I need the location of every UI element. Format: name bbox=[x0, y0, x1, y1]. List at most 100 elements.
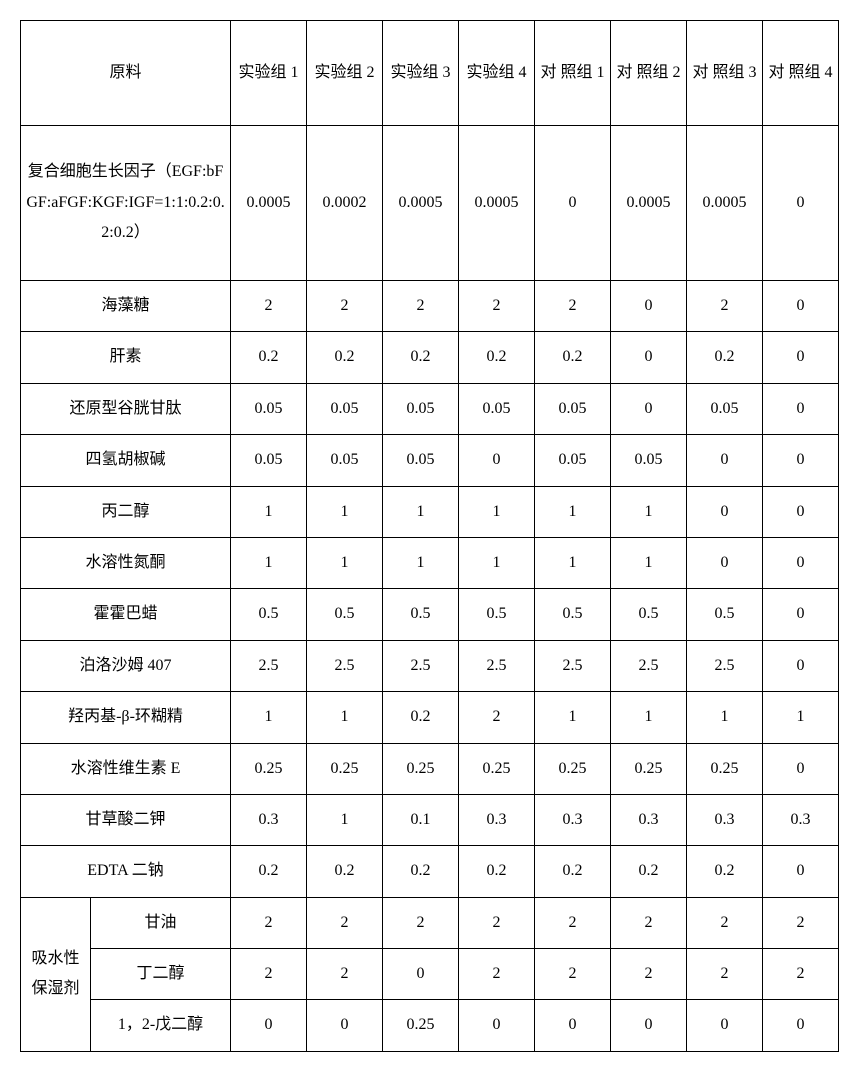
table-row: 甘草酸二钾 0.3 1 0.1 0.3 0.3 0.3 0.3 0.3 bbox=[21, 794, 839, 845]
header-material: 原料 bbox=[21, 21, 231, 126]
cell: 1 bbox=[535, 486, 611, 537]
cell: 1 bbox=[307, 537, 383, 588]
cell: 2 bbox=[763, 949, 839, 1000]
cell: 0.1 bbox=[383, 794, 459, 845]
cell: 2.5 bbox=[307, 640, 383, 691]
cell: 1 bbox=[763, 692, 839, 743]
cell: 0.5 bbox=[535, 589, 611, 640]
cell: 0.3 bbox=[687, 794, 763, 845]
cell: 0 bbox=[763, 332, 839, 383]
header-col: 对 照组 4 bbox=[763, 21, 839, 126]
cell: 0 bbox=[763, 126, 839, 281]
cell: 0.5 bbox=[383, 589, 459, 640]
cell: 0 bbox=[763, 1000, 839, 1051]
cell: 1 bbox=[611, 486, 687, 537]
table-row: 复合细胞生长因子（EGF:bFGF:aFGF:KGF:IGF=1:1:0.2:0… bbox=[21, 126, 839, 281]
header-col: 实验组 1 bbox=[231, 21, 307, 126]
table-row: 肝素 0.2 0.2 0.2 0.2 0.2 0 0.2 0 bbox=[21, 332, 839, 383]
cell: 2.5 bbox=[687, 640, 763, 691]
table-row: 霍霍巴蜡 0.5 0.5 0.5 0.5 0.5 0.5 0.5 0 bbox=[21, 589, 839, 640]
group-label: 吸水性保湿剂 bbox=[21, 897, 91, 1051]
cell: 0 bbox=[763, 537, 839, 588]
cell: 0.2 bbox=[459, 332, 535, 383]
cell: 0.05 bbox=[383, 383, 459, 434]
row-label: 甘草酸二钾 bbox=[21, 794, 231, 845]
cell: 2.5 bbox=[611, 640, 687, 691]
cell: 0 bbox=[383, 949, 459, 1000]
header-col: 对 照组 2 bbox=[611, 21, 687, 126]
cell: 0 bbox=[763, 589, 839, 640]
row-label: 霍霍巴蜡 bbox=[21, 589, 231, 640]
cell: 0.2 bbox=[307, 846, 383, 897]
cell: 0.2 bbox=[231, 332, 307, 383]
cell: 0 bbox=[687, 1000, 763, 1051]
cell: 0 bbox=[611, 1000, 687, 1051]
cell: 0.05 bbox=[459, 383, 535, 434]
cell: 0.05 bbox=[307, 435, 383, 486]
row-label: 丁二醇 bbox=[91, 949, 231, 1000]
row-label: 还原型谷胱甘肽 bbox=[21, 383, 231, 434]
cell: 2.5 bbox=[383, 640, 459, 691]
cell: 0.2 bbox=[307, 332, 383, 383]
row-label: 水溶性氮酮 bbox=[21, 537, 231, 588]
cell: 0.2 bbox=[687, 846, 763, 897]
row-label: 肝素 bbox=[21, 332, 231, 383]
cell: 0.0002 bbox=[307, 126, 383, 281]
cell: 1 bbox=[459, 486, 535, 537]
cell: 0 bbox=[459, 435, 535, 486]
cell: 1 bbox=[231, 537, 307, 588]
cell: 2 bbox=[231, 897, 307, 948]
row-label: 泊洛沙姆 407 bbox=[21, 640, 231, 691]
cell: 0.0005 bbox=[383, 126, 459, 281]
row-label: 四氢胡椒碱 bbox=[21, 435, 231, 486]
cell: 0.3 bbox=[763, 794, 839, 845]
cell: 0.25 bbox=[231, 743, 307, 794]
cell: 2 bbox=[535, 281, 611, 332]
cell: 1 bbox=[459, 537, 535, 588]
table-row: 丁二醇 2 2 0 2 2 2 2 2 bbox=[21, 949, 839, 1000]
cell: 0.05 bbox=[535, 435, 611, 486]
table-row: 泊洛沙姆 407 2.5 2.5 2.5 2.5 2.5 2.5 2.5 0 bbox=[21, 640, 839, 691]
cell: 0 bbox=[231, 1000, 307, 1051]
cell: 2 bbox=[535, 897, 611, 948]
row-label: 复合细胞生长因子（EGF:bFGF:aFGF:KGF:IGF=1:1:0.2:0… bbox=[21, 126, 231, 281]
cell: 0.25 bbox=[307, 743, 383, 794]
cell: 0 bbox=[687, 537, 763, 588]
cell: 0.25 bbox=[687, 743, 763, 794]
cell: 0.5 bbox=[687, 589, 763, 640]
table-row: 水溶性氮酮 1 1 1 1 1 1 0 0 bbox=[21, 537, 839, 588]
cell: 2 bbox=[687, 897, 763, 948]
cell: 0.05 bbox=[231, 435, 307, 486]
cell: 0.05 bbox=[383, 435, 459, 486]
cell: 0 bbox=[535, 1000, 611, 1051]
cell: 0 bbox=[763, 383, 839, 434]
cell: 0.05 bbox=[687, 383, 763, 434]
cell: 1 bbox=[611, 537, 687, 588]
cell: 0.3 bbox=[231, 794, 307, 845]
cell: 0 bbox=[763, 640, 839, 691]
table-row: 吸水性保湿剂 甘油 2 2 2 2 2 2 2 2 bbox=[21, 897, 839, 948]
table-row: 水溶性维生素 E 0.25 0.25 0.25 0.25 0.25 0.25 0… bbox=[21, 743, 839, 794]
cell: 0.05 bbox=[611, 435, 687, 486]
cell: 0.25 bbox=[459, 743, 535, 794]
cell: 2 bbox=[459, 897, 535, 948]
cell: 0.2 bbox=[383, 332, 459, 383]
cell: 2 bbox=[459, 692, 535, 743]
table-row: 海藻糖 2 2 2 2 2 0 2 0 bbox=[21, 281, 839, 332]
cell: 2 bbox=[687, 949, 763, 1000]
header-col: 实验组 4 bbox=[459, 21, 535, 126]
cell: 2.5 bbox=[459, 640, 535, 691]
cell: 0 bbox=[459, 1000, 535, 1051]
cell: 2 bbox=[763, 897, 839, 948]
table-row: 还原型谷胱甘肽 0.05 0.05 0.05 0.05 0.05 0 0.05 … bbox=[21, 383, 839, 434]
cell: 0 bbox=[611, 383, 687, 434]
cell: 0.2 bbox=[535, 332, 611, 383]
cell: 1 bbox=[307, 794, 383, 845]
row-label: 水溶性维生素 E bbox=[21, 743, 231, 794]
cell: 2 bbox=[307, 281, 383, 332]
cell: 1 bbox=[383, 486, 459, 537]
cell: 0 bbox=[611, 281, 687, 332]
cell: 1 bbox=[383, 537, 459, 588]
cell: 2 bbox=[611, 949, 687, 1000]
header-col: 实验组 2 bbox=[307, 21, 383, 126]
